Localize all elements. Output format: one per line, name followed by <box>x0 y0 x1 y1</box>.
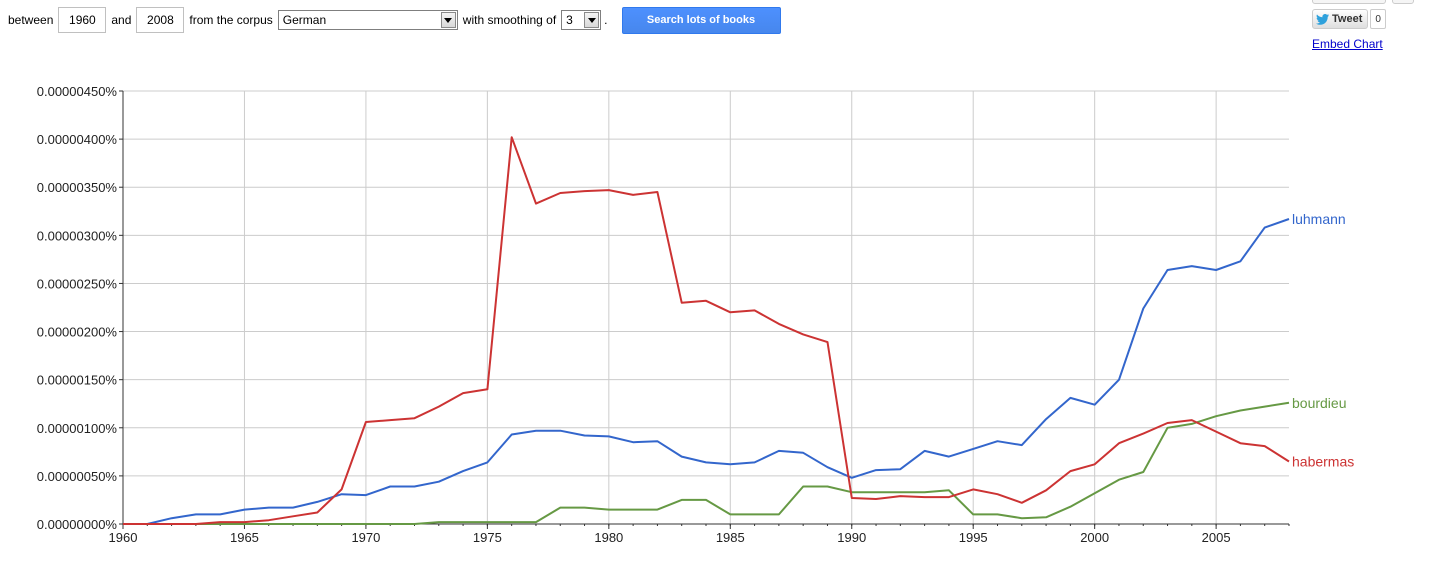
chevron-down-icon[interactable] <box>584 12 600 28</box>
series-line-bourdieu[interactable] <box>123 401 1290 525</box>
share-count-stub <box>1392 0 1414 4</box>
x-tick-label: 1965 <box>230 530 259 545</box>
y-tick-label: 0.00000300% <box>37 228 118 243</box>
tweet-label: Tweet <box>1332 13 1363 25</box>
y-tick-label: 0.00000050% <box>37 469 118 484</box>
x-tick-label: 1995 <box>959 530 988 545</box>
embed-chart-link[interactable]: Embed Chart <box>1312 37 1383 51</box>
corpus-label: from the corpus <box>189 13 273 27</box>
x-tick-label: 1975 <box>473 530 502 545</box>
end-year-input[interactable] <box>136 7 185 33</box>
y-tick-label: 0.00000450% <box>37 84 118 99</box>
x-tick-label: 2005 <box>1202 530 1231 545</box>
corpus-select-value: German <box>282 13 327 27</box>
x-tick-label: 1960 <box>109 530 138 545</box>
tweet-area: Tweet 0 <box>1312 9 1386 29</box>
y-tick-label: 0.00000350% <box>37 180 118 195</box>
tweet-count: 0 <box>1370 9 1386 29</box>
corpus-select[interactable]: German <box>277 10 458 30</box>
series-label-bourdieu[interactable]: bourdieu <box>1292 395 1347 411</box>
twitter-bird-icon <box>1316 13 1329 25</box>
x-tick-label: 1990 <box>837 530 866 545</box>
y-tick-label: 0.00000200% <box>37 325 118 340</box>
chart-series-labels: bourdieu luhmann habermas <box>1292 211 1354 469</box>
x-tick-label: 2000 <box>1080 530 1109 545</box>
y-tick-label: 0.00000150% <box>37 373 118 388</box>
period-text: . <box>604 13 608 27</box>
query-controls: between and from the corpus German with … <box>8 6 781 34</box>
chart-grid <box>123 90 1289 524</box>
chart-series <box>123 136 1290 525</box>
share-button-stub[interactable] <box>1312 0 1386 4</box>
x-tick-label: 1980 <box>594 530 623 545</box>
between-label: between <box>8 13 54 27</box>
series-label-luhmann[interactable]: luhmann <box>1292 211 1346 227</box>
tweet-button[interactable]: Tweet <box>1312 9 1369 29</box>
series-line-habermas[interactable] <box>123 136 1290 525</box>
smoothing-select[interactable]: 3 <box>561 10 602 30</box>
smoothing-select-value: 3 <box>566 13 573 27</box>
series-label-habermas[interactable]: habermas <box>1292 453 1354 469</box>
x-tick-label: 1985 <box>716 530 745 545</box>
series-line-luhmann[interactable] <box>123 218 1290 525</box>
search-button[interactable]: Search lots of books <box>621 6 781 34</box>
chevron-down-icon[interactable] <box>440 12 456 28</box>
y-tick-label: 0.00000000% <box>37 517 118 532</box>
y-tick-label: 0.00000250% <box>37 276 118 291</box>
smoothing-label: with smoothing of <box>462 13 557 27</box>
y-tick-label: 0.00000400% <box>37 132 118 147</box>
x-tick-label: 1970 <box>351 530 380 545</box>
start-year-input[interactable] <box>58 7 107 33</box>
y-tick-label: 0.00000100% <box>37 421 118 436</box>
and-label: and <box>111 13 132 27</box>
